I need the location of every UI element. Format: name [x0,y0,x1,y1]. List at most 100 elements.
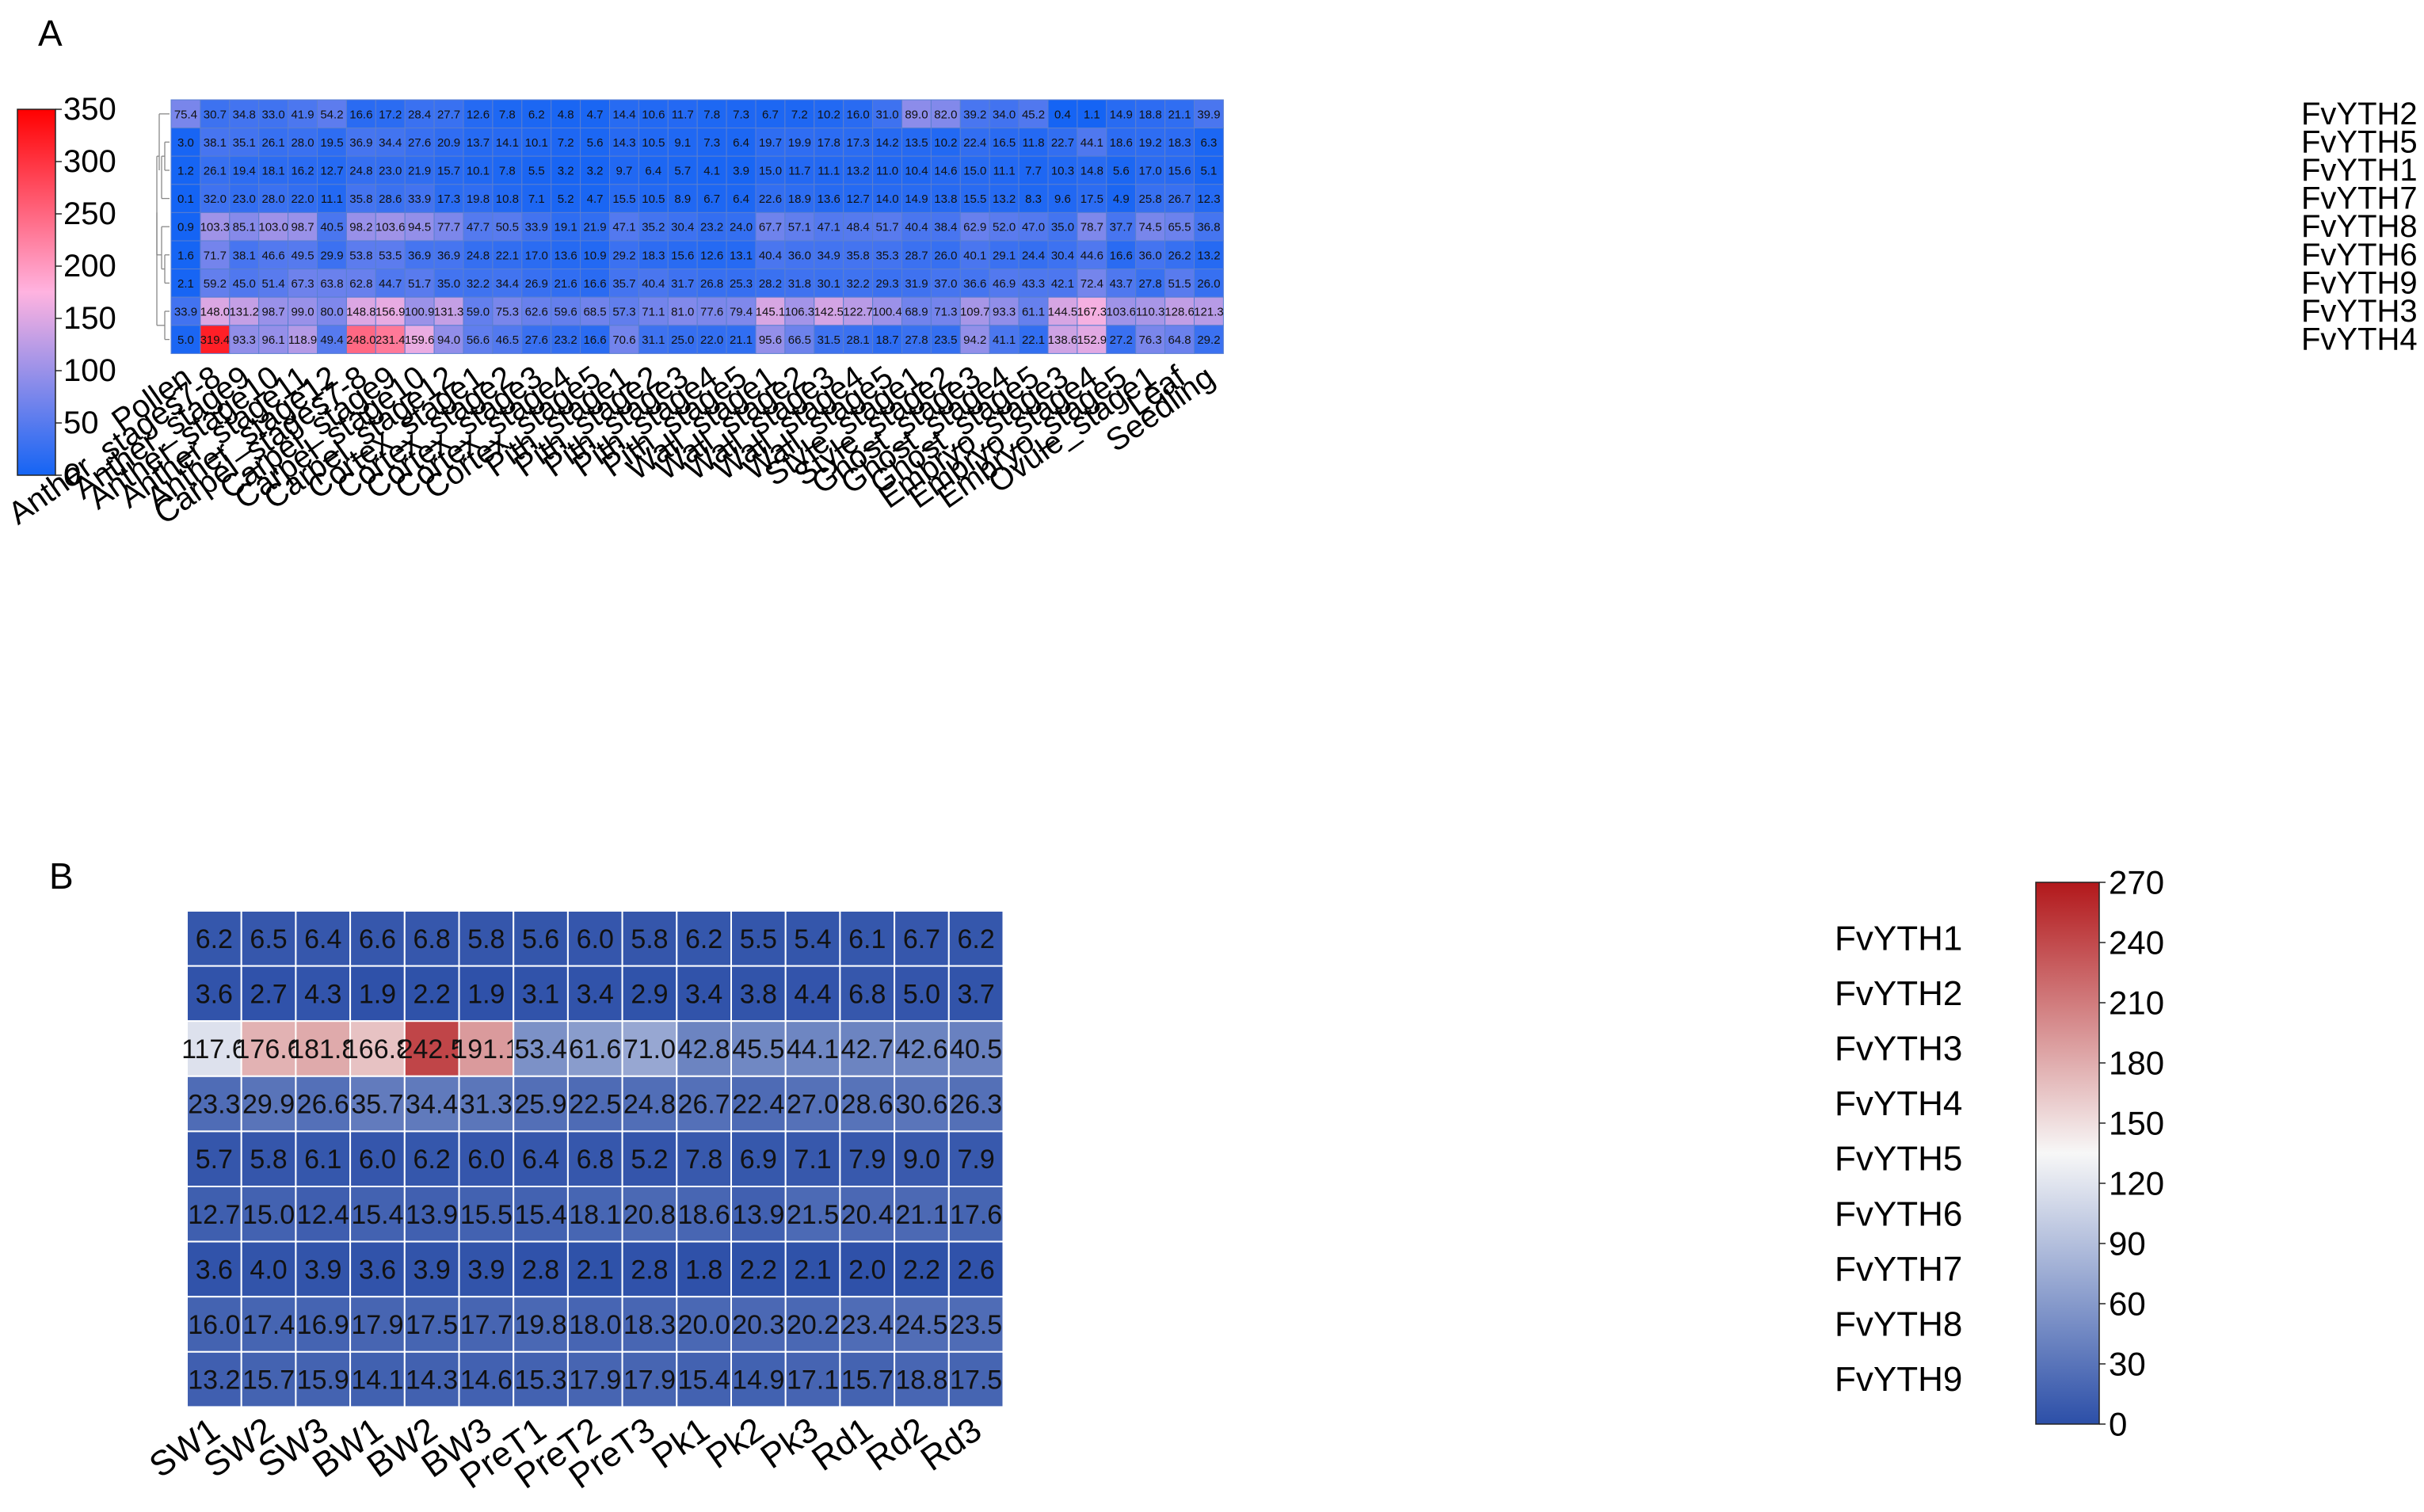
cell-value-label: 25.9 [514,1090,566,1120]
heatmap-cell [755,184,786,213]
cell-value-label: 15.5 [612,192,635,206]
heatmap-cell [295,910,352,967]
heatmap-cell [200,325,231,354]
cell-value-label: 44.6 [1081,249,1103,262]
cell-value-label: 5.5 [528,165,545,178]
cell-value-label: 131.2 [229,306,259,319]
cell-value-label: 24.8 [349,165,372,178]
cell-value-label: 10.9 [583,249,606,262]
cell-value-label: 6.6 [359,924,396,954]
heatmap-cell [872,155,902,185]
heatmap-cell [726,269,757,298]
heatmap-cell [229,211,260,242]
cell-value-label: 22.1 [1022,333,1045,347]
colorbar-tick-label: 100 [63,353,116,388]
cell-value-label: 23.2 [700,221,723,234]
heatmap-cell [403,1296,460,1353]
cell-value-label: 27.8 [1139,277,1162,291]
heatmap-cell [317,269,347,298]
cell-value-label: 3.2 [587,165,604,178]
heatmap-cell [513,1350,569,1408]
cell-value-label: 8.3 [1025,192,1042,206]
heatmap-cell [730,1130,787,1188]
cell-value-label: 24.8 [623,1090,676,1120]
heatmap-cell [989,211,1020,242]
heatmap-cell [1135,128,1166,157]
row-labels: FvYTH2FvYTH5FvYTH1FvYTH7FvYTH8FvYTH6FvYT… [2301,97,2418,357]
heatmap-cell [638,296,669,326]
heatmap-cell [784,1350,841,1408]
cell-value-label: 22.0 [700,333,723,347]
cell-value-label: 22.7 [1051,136,1074,150]
cell-value-label: 6.2 [528,108,545,121]
heatmap-cell [229,269,260,298]
cell-value-label: 156.9 [375,306,406,319]
cell-value-label: 29.9 [242,1090,295,1120]
cell-value-label: 38.1 [204,136,227,150]
cell-value-label: 7.2 [791,108,808,121]
heatmap-cell [1135,240,1166,270]
cell-value-label: 40.5 [950,1034,1002,1064]
heatmap-cell [463,296,494,326]
cell-value-label: 33.9 [174,306,197,319]
cell-value-label: 3.4 [685,979,722,1009]
heatmap-cell [463,240,494,270]
row-label: FvYTH2 [1835,974,1962,1013]
cell-value-label: 16.0 [847,108,870,121]
cell-value-label: 11.7 [672,108,694,121]
cell-value-label: 9.6 [1054,192,1071,206]
cell-value-label: 10.1 [525,136,548,150]
heatmap-cell [1135,269,1166,298]
heatmap-cell [730,1020,787,1077]
cell-value-label: 16.6 [583,333,606,347]
heatmap-cell [349,1075,406,1133]
cell-value-label: 18.8 [1139,108,1162,121]
cell-value-label: 6.9 [740,1144,777,1175]
heatmap-cell [1164,325,1195,354]
heatmap-cell [403,1240,460,1298]
row-dendrogram [156,113,170,341]
heatmap-cell [726,325,757,354]
column-label: Rd3 [914,1410,989,1478]
heatmap-cell [1018,296,1049,326]
heatmap-cell [930,99,961,129]
cell-value-label: 110.3 [1136,306,1164,319]
cell-value-label: 5.0 [177,333,194,347]
colorbar-tick-label: 60 [2109,1285,2146,1323]
cell-value-label: 32.2 [467,277,490,291]
cell-value-label: 3.6 [196,1255,233,1285]
colorbar: 0 30 60 90 120 150 180 210 240 270 [2035,864,2164,1443]
cell-value-label: 131.3 [434,306,464,319]
heatmap-cell [1018,269,1049,298]
colorbar-tick-label: 50 [63,406,99,440]
heatmap-cell [404,325,435,354]
cell-value-label: 78.7 [1081,221,1103,234]
cell-value-label: 20.9 [437,136,460,150]
cell-value-label: 148.8 [346,306,376,319]
cell-value-label: 79.4 [730,306,753,319]
cell-value-label: 17.1 [787,1365,839,1396]
row-label: FvYTH9 [1835,1360,1962,1399]
cell-value-label: 33.9 [408,192,431,206]
cell-value-label: 27.0 [787,1090,839,1120]
heatmap-cell [1018,240,1049,270]
cell-value-label: 57.1 [788,221,811,234]
cell-value-label: 10.5 [642,136,665,150]
cell-value-label: 166.8 [344,1034,411,1064]
cell-value-label: 50.5 [496,221,519,234]
heatmap-cell [667,184,698,213]
cell-value-label: 14.1 [496,136,519,150]
cell-value-label: 24.0 [730,221,753,234]
cell-value-label: 19.1 [555,221,577,234]
heatmap-cell [730,910,787,967]
heatmap-cell [551,269,581,298]
cell-value-label: 14.9 [1110,108,1133,121]
heatmap-cell [1106,128,1137,157]
cell-value-label: 128.6 [1164,306,1195,319]
cell-value-label: 98.2 [349,221,372,234]
cell-value-label: 18.6 [1110,136,1133,150]
cell-value-label: 82.0 [934,108,957,121]
cell-value-label: 14.9 [732,1365,784,1396]
heatmap-cell [901,240,932,270]
cell-value-label: 13.7 [467,136,490,150]
